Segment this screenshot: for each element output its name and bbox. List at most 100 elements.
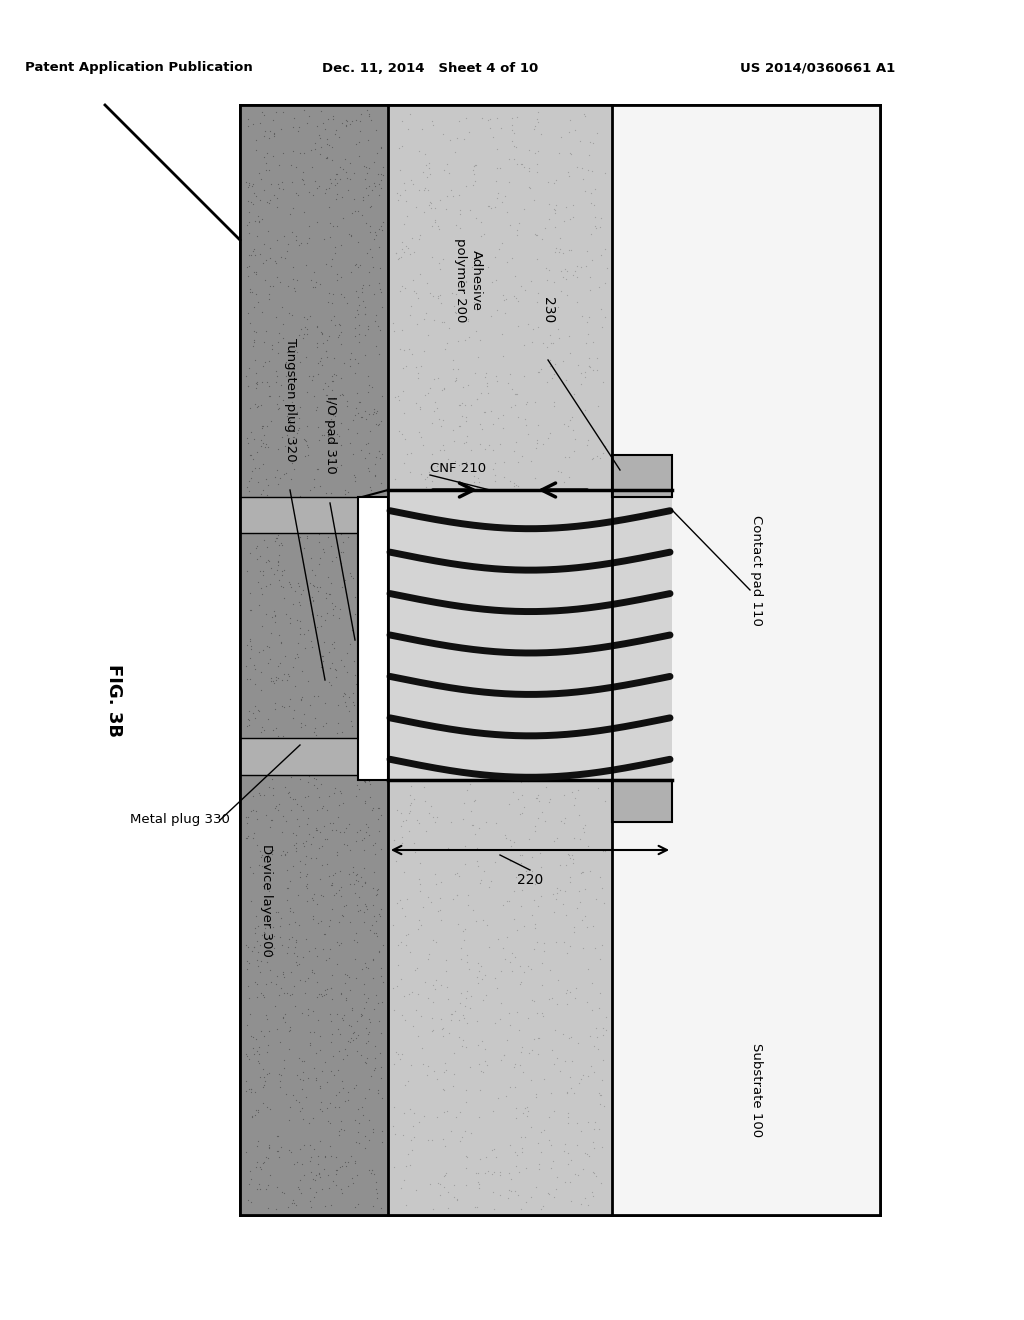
Point bbox=[348, 533, 365, 554]
Point bbox=[267, 698, 284, 719]
Point bbox=[596, 841, 612, 862]
Point bbox=[306, 469, 323, 490]
Point bbox=[336, 833, 352, 854]
Point bbox=[252, 112, 268, 133]
Point bbox=[286, 656, 302, 677]
Point bbox=[583, 182, 599, 203]
Point bbox=[563, 1150, 580, 1171]
Point bbox=[354, 875, 371, 896]
Point bbox=[243, 1192, 259, 1213]
Point bbox=[458, 645, 474, 667]
Point bbox=[244, 1078, 260, 1100]
Point bbox=[451, 1027, 467, 1048]
Point bbox=[243, 638, 259, 659]
Point bbox=[544, 767, 560, 788]
Point bbox=[296, 504, 312, 525]
Point bbox=[435, 312, 452, 333]
Point bbox=[598, 512, 614, 533]
Point bbox=[244, 176, 260, 197]
Point bbox=[336, 352, 352, 374]
Point bbox=[476, 223, 493, 244]
Point bbox=[311, 577, 328, 598]
Point bbox=[581, 429, 597, 450]
Point bbox=[281, 508, 297, 529]
Point bbox=[276, 983, 293, 1005]
Point bbox=[290, 632, 306, 653]
Point bbox=[331, 425, 347, 446]
Bar bbox=[612, 106, 880, 1214]
Point bbox=[372, 447, 388, 469]
Point bbox=[595, 372, 611, 393]
Point bbox=[495, 895, 511, 916]
Point bbox=[368, 923, 384, 944]
Point bbox=[357, 409, 374, 430]
Point bbox=[578, 362, 594, 383]
Point bbox=[433, 293, 450, 314]
Point bbox=[496, 498, 512, 519]
Point bbox=[537, 1069, 553, 1090]
Point bbox=[284, 222, 300, 243]
Point bbox=[331, 935, 347, 956]
Point bbox=[372, 1043, 388, 1064]
Point bbox=[253, 982, 269, 1003]
Point bbox=[489, 182, 506, 203]
Point bbox=[370, 1080, 386, 1101]
Point bbox=[387, 243, 403, 264]
Point bbox=[239, 1044, 255, 1065]
Point bbox=[289, 269, 305, 290]
Point bbox=[308, 396, 325, 417]
Point bbox=[338, 696, 354, 717]
Point bbox=[337, 1039, 353, 1060]
Point bbox=[557, 446, 573, 467]
Point bbox=[246, 1043, 262, 1064]
Point bbox=[408, 1179, 424, 1200]
Point bbox=[423, 198, 439, 219]
Point bbox=[543, 701, 559, 722]
Point bbox=[375, 763, 391, 784]
Point bbox=[551, 143, 567, 164]
Point bbox=[249, 931, 265, 952]
Point bbox=[287, 579, 303, 601]
Point bbox=[368, 521, 384, 543]
Point bbox=[337, 484, 353, 506]
Point bbox=[295, 738, 311, 759]
Point bbox=[253, 1159, 269, 1180]
Point bbox=[321, 108, 337, 129]
Point bbox=[588, 1018, 604, 1039]
Point bbox=[563, 1077, 580, 1098]
Point bbox=[445, 1175, 462, 1196]
Point bbox=[476, 582, 493, 603]
Point bbox=[325, 248, 341, 269]
Point bbox=[452, 203, 468, 224]
Point bbox=[432, 440, 449, 461]
Point bbox=[528, 545, 545, 566]
Point bbox=[330, 490, 346, 511]
Point bbox=[481, 434, 498, 455]
Point bbox=[292, 1170, 308, 1191]
Point bbox=[429, 1106, 445, 1127]
Point bbox=[392, 160, 409, 181]
Point bbox=[446, 863, 463, 884]
Point bbox=[583, 193, 599, 214]
Point bbox=[453, 218, 469, 239]
Point bbox=[367, 861, 383, 882]
Point bbox=[360, 275, 377, 296]
Point bbox=[348, 923, 365, 944]
Point bbox=[392, 816, 409, 837]
Point bbox=[393, 826, 410, 847]
Point bbox=[349, 199, 366, 220]
Point bbox=[355, 998, 372, 1019]
Point bbox=[299, 323, 315, 345]
Point bbox=[284, 490, 300, 511]
Point bbox=[455, 552, 471, 573]
Point bbox=[333, 498, 349, 519]
Point bbox=[466, 279, 482, 300]
Point bbox=[296, 1051, 312, 1072]
Point bbox=[447, 215, 464, 236]
Point bbox=[362, 215, 379, 236]
Point bbox=[580, 524, 596, 545]
Point bbox=[241, 174, 257, 195]
Point bbox=[338, 115, 354, 136]
Point bbox=[466, 528, 482, 549]
Point bbox=[266, 124, 283, 145]
